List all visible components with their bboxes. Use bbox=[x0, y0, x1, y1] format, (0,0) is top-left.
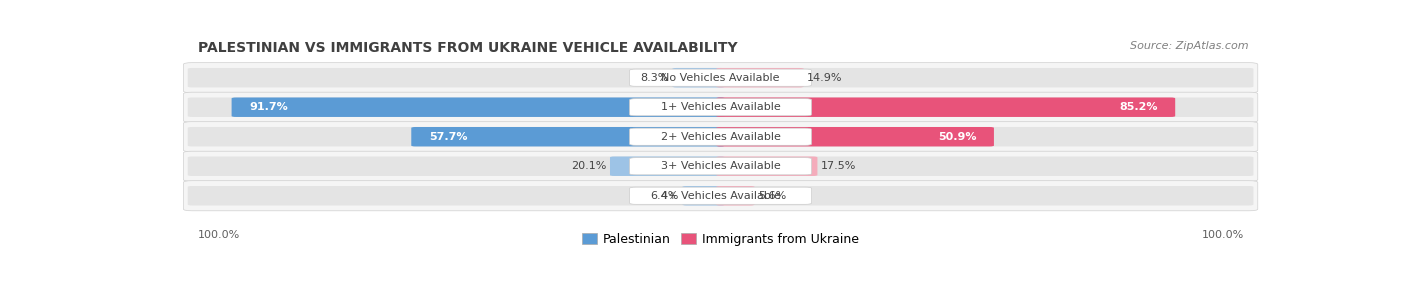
FancyBboxPatch shape bbox=[183, 63, 1258, 93]
FancyBboxPatch shape bbox=[630, 99, 811, 116]
Text: 100.0%: 100.0% bbox=[197, 230, 240, 240]
FancyBboxPatch shape bbox=[183, 151, 1258, 181]
FancyBboxPatch shape bbox=[188, 186, 1253, 205]
Text: 20.1%: 20.1% bbox=[571, 161, 607, 171]
FancyBboxPatch shape bbox=[716, 127, 994, 146]
FancyBboxPatch shape bbox=[672, 68, 725, 88]
FancyBboxPatch shape bbox=[682, 186, 725, 205]
Text: 4+ Vehicles Available: 4+ Vehicles Available bbox=[661, 191, 780, 201]
Text: 91.7%: 91.7% bbox=[249, 102, 288, 112]
Text: No Vehicles Available: No Vehicles Available bbox=[661, 73, 780, 83]
Text: 8.3%: 8.3% bbox=[641, 73, 669, 83]
FancyBboxPatch shape bbox=[232, 98, 725, 117]
FancyBboxPatch shape bbox=[630, 158, 811, 175]
FancyBboxPatch shape bbox=[716, 186, 755, 205]
FancyBboxPatch shape bbox=[188, 68, 1253, 88]
FancyBboxPatch shape bbox=[183, 92, 1258, 122]
Text: 85.2%: 85.2% bbox=[1119, 102, 1157, 112]
Text: Source: ZipAtlas.com: Source: ZipAtlas.com bbox=[1130, 41, 1249, 51]
FancyBboxPatch shape bbox=[183, 122, 1258, 152]
FancyBboxPatch shape bbox=[716, 156, 817, 176]
FancyBboxPatch shape bbox=[716, 98, 1175, 117]
FancyBboxPatch shape bbox=[610, 156, 725, 176]
Text: 3+ Vehicles Available: 3+ Vehicles Available bbox=[661, 161, 780, 171]
Text: 2+ Vehicles Available: 2+ Vehicles Available bbox=[661, 132, 780, 142]
FancyBboxPatch shape bbox=[183, 181, 1258, 211]
Text: 1+ Vehicles Available: 1+ Vehicles Available bbox=[661, 102, 780, 112]
FancyBboxPatch shape bbox=[630, 187, 811, 204]
Legend: Palestinian, Immigrants from Ukraine: Palestinian, Immigrants from Ukraine bbox=[579, 230, 862, 248]
FancyBboxPatch shape bbox=[630, 128, 811, 145]
FancyBboxPatch shape bbox=[188, 156, 1253, 176]
FancyBboxPatch shape bbox=[188, 98, 1253, 117]
Text: 17.5%: 17.5% bbox=[821, 161, 856, 171]
Text: 6.4%: 6.4% bbox=[651, 191, 679, 201]
Text: 100.0%: 100.0% bbox=[1201, 230, 1244, 240]
FancyBboxPatch shape bbox=[716, 68, 804, 88]
Text: 57.7%: 57.7% bbox=[429, 132, 467, 142]
FancyBboxPatch shape bbox=[188, 127, 1253, 146]
FancyBboxPatch shape bbox=[412, 127, 725, 146]
FancyBboxPatch shape bbox=[630, 69, 811, 86]
Text: PALESTINIAN VS IMMIGRANTS FROM UKRAINE VEHICLE AVAILABILITY: PALESTINIAN VS IMMIGRANTS FROM UKRAINE V… bbox=[197, 41, 737, 55]
Text: 5.6%: 5.6% bbox=[758, 191, 786, 201]
Text: 14.9%: 14.9% bbox=[807, 73, 842, 83]
Text: 50.9%: 50.9% bbox=[938, 132, 977, 142]
